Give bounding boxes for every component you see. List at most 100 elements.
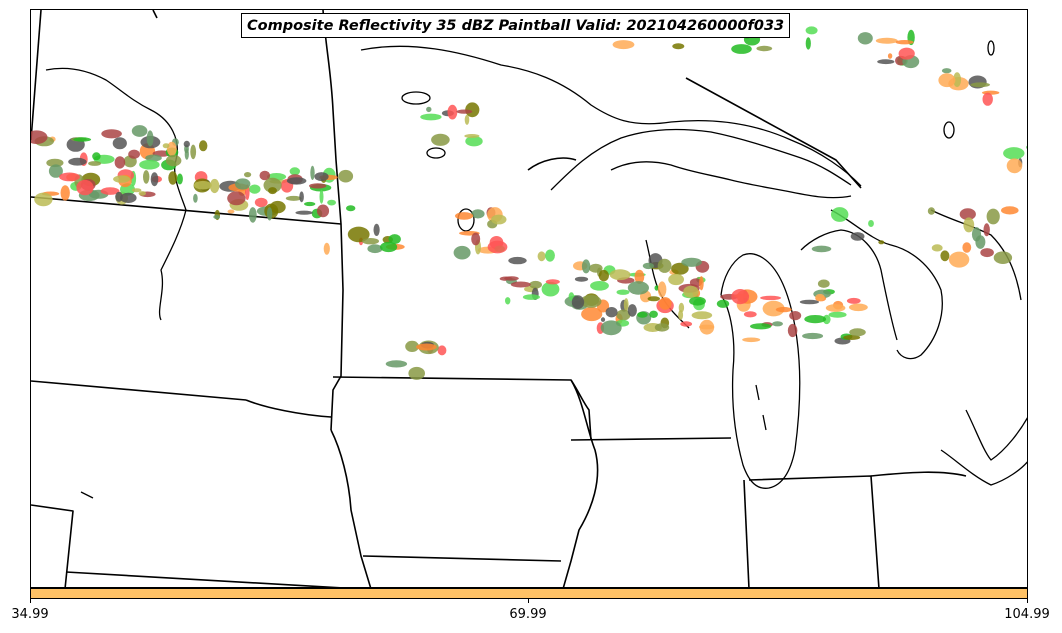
reflectivity-blob [1001, 206, 1019, 215]
reflectivity-blob [831, 207, 849, 222]
reflectivity-blob [962, 242, 972, 253]
reflectivity-blob [647, 296, 660, 302]
reflectivity-blob [657, 281, 667, 298]
reflectivity-blob [537, 251, 546, 262]
reflectivity-blob [659, 297, 672, 310]
reflectivity-blob [868, 220, 874, 227]
reflectivity-blob [455, 212, 474, 220]
reflectivity-blob [263, 177, 282, 193]
reflectivity-blob [304, 201, 316, 207]
reflectivity-blob [426, 106, 432, 113]
reflectivity-blob [963, 217, 975, 233]
coastlines [45, 40, 1027, 499]
reflectivity-blob [31, 130, 48, 144]
reflectivity-blob [165, 154, 182, 167]
colorbar-tick-label-min: 34.99 [11, 607, 49, 622]
reflectivity-blob [649, 310, 658, 318]
reflectivity-blob [938, 73, 956, 88]
reflectivity-blob [244, 172, 252, 178]
reflectivity-blob [510, 281, 531, 288]
reflectivity-blob [691, 311, 713, 320]
reflectivity-blob [176, 173, 183, 185]
reflectivity-blob [760, 295, 782, 301]
reflectivity-blob [657, 258, 672, 273]
reflectivity-blob [289, 167, 300, 176]
colorbar-tick-label-mid: 69.99 [509, 607, 547, 622]
reflectivity-blob [1003, 147, 1025, 160]
reflectivity-blob [266, 207, 273, 221]
reflectivity-blob [898, 47, 915, 60]
reflectivity-blob [634, 269, 645, 284]
colorbar-tick-min [30, 599, 31, 603]
reflectivity-blob [193, 180, 212, 190]
reflectivity-blob [878, 240, 885, 245]
reflectivity-blob [120, 192, 137, 203]
reflectivity-blob [310, 165, 315, 180]
reflectivity-blob [970, 82, 990, 88]
reflectivity-blob [802, 332, 824, 340]
reflectivity-paintball-layer [31, 15, 1027, 380]
reflectivity-blob [309, 183, 327, 189]
reflectivity-blob [338, 169, 354, 183]
reflectivity-blob [314, 172, 329, 182]
reflectivity-blob [743, 311, 757, 318]
reflectivity-blob [541, 281, 560, 297]
reflectivity-blob [193, 193, 198, 203]
reflectivity-blob [227, 191, 246, 206]
reflectivity-blob [299, 191, 304, 203]
map-canvas [31, 10, 1027, 587]
reflectivity-blob [815, 293, 825, 301]
reflectivity-blob [92, 152, 101, 161]
reflectivity-blob [678, 302, 685, 313]
reflectivity-blob [627, 281, 650, 295]
reflectivity-blob [447, 104, 458, 120]
reflectivity-blob [680, 321, 693, 327]
reflectivity-blob [828, 311, 847, 318]
reflectivity-blob [248, 207, 257, 223]
reflectivity-blob [76, 179, 94, 196]
reflectivity-blob [581, 307, 603, 322]
reflectivity-blob [975, 235, 986, 249]
reflectivity-blob [190, 144, 197, 160]
reflectivity-blob [775, 306, 792, 313]
reflectivity-blob [627, 304, 637, 317]
reflectivity-blob [574, 276, 589, 282]
reflectivity-blob [580, 295, 602, 308]
reflectivity-blob [420, 113, 442, 121]
reflectivity-blob [986, 208, 1000, 225]
reflectivity-blob [875, 37, 898, 44]
reflectivity-blob [346, 205, 356, 212]
reflectivity-blob [590, 281, 609, 291]
reflectivity-blob [805, 26, 818, 35]
reflectivity-blob [416, 343, 437, 351]
reflectivity-blob [589, 263, 603, 273]
reflectivity-blob [464, 134, 480, 138]
reflectivity-blob [927, 207, 936, 215]
reflectivity-blob [380, 241, 398, 253]
reflectivity-blob [73, 137, 92, 142]
reflectivity-blob [48, 164, 63, 178]
state-boundaries [31, 10, 967, 587]
reflectivity-blob [235, 178, 251, 190]
reflectivity-blob [731, 44, 752, 54]
reflectivity-blob [465, 136, 483, 147]
reflectivity-blob [131, 188, 142, 193]
reflectivity-blob [887, 53, 893, 59]
reflectivity-blob [465, 102, 480, 118]
reflectivity-blob [857, 32, 873, 45]
reflectivity-blob [508, 256, 527, 265]
reflectivity-blob [699, 276, 704, 291]
reflectivity-blob [941, 68, 952, 74]
reflectivity-blob [600, 320, 622, 336]
colorbar-tick-max [1027, 599, 1028, 603]
reflectivity-blob [953, 72, 962, 88]
reflectivity-blob [612, 40, 635, 50]
reflectivity-blob [408, 366, 426, 380]
reflectivity-blob [88, 161, 102, 166]
reflectivity-blob [983, 223, 990, 237]
reflectivity-blob [605, 307, 618, 318]
reflectivity-blob [268, 187, 277, 195]
reflectivity-blob [471, 232, 481, 246]
reflectivity-blob [405, 340, 419, 352]
reflectivity-blob [456, 109, 473, 114]
